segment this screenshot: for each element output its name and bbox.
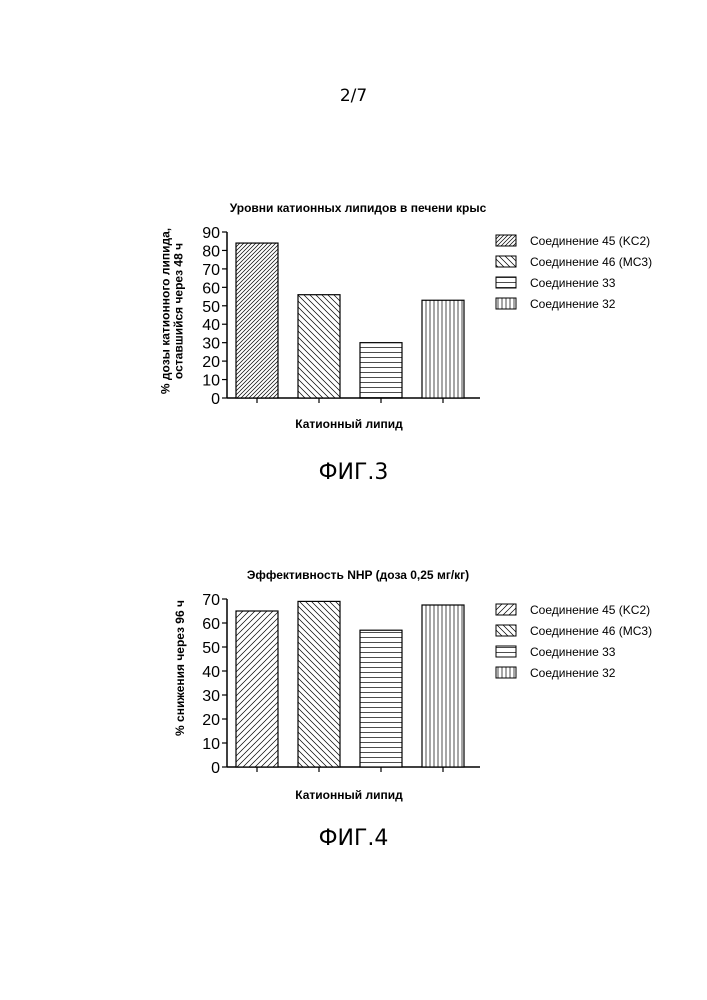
y-tick-label: 0: [211, 391, 220, 408]
legend-label-1: Соединение 45 (KC2): [530, 603, 650, 617]
page-number: 2/7: [0, 86, 707, 106]
legend-label-4: Соединение 32: [530, 666, 616, 680]
chart-fig3: Уровни катионных липидов в печени крыс 01…: [0, 195, 707, 455]
legend-swatch-3: [496, 277, 516, 288]
bar-2: [298, 601, 340, 767]
y-tick-label: 10: [202, 373, 220, 390]
y-tick-label: 50: [202, 640, 220, 657]
bar-4: [422, 605, 464, 767]
y-tick-label: 70: [202, 592, 220, 609]
y-tick-label: 30: [202, 688, 220, 705]
y-tick-label: 60: [202, 616, 220, 633]
figure-caption-fig4: ФИГ.4: [0, 826, 707, 851]
y-axis-label-line: % снижения через 96 ч: [173, 600, 187, 736]
y-tick-label: 10: [202, 736, 220, 753]
legend-swatch-4: [496, 667, 516, 678]
legend-label-4: Соединение 32: [530, 297, 616, 311]
y-axis-label-line: % дозы катионного липида,: [159, 228, 173, 394]
legend-label-2: Соединение 46 (MC3): [530, 255, 652, 269]
y-tick-label: 40: [202, 317, 220, 334]
legend-swatch-1: [496, 604, 516, 615]
y-tick-label: 20: [202, 712, 220, 729]
y-axis-label-line: оставшийся через 48 ч: [172, 243, 186, 379]
legend-label-3: Соединение 33: [530, 276, 616, 290]
y-tick-label: 20: [202, 354, 220, 371]
legend-swatch-3: [496, 646, 516, 657]
y-tick-label: 70: [202, 262, 220, 279]
y-tick-label: 60: [202, 280, 220, 297]
legend-swatch-2: [496, 625, 516, 636]
y-tick-label: 0: [211, 760, 220, 777]
chart-fig4: Эффективность NHP (доза 0,25 мг/кг) 0 10 20…: [0, 560, 707, 800]
bar-3: [360, 630, 402, 767]
y-tick-label: 90: [202, 225, 220, 242]
legend-swatch-2: [496, 256, 516, 267]
bar-3: [360, 343, 402, 398]
bar-1: [236, 611, 278, 767]
figure-caption-fig3: ФИГ.3: [0, 460, 707, 485]
y-tick-label: 50: [202, 299, 220, 316]
bar-2: [298, 295, 340, 398]
y-tick-label: 30: [202, 336, 220, 353]
legend-swatch-4: [496, 298, 516, 309]
y-tick-label: 80: [202, 243, 220, 260]
bar-1: [236, 243, 278, 398]
legend-swatch-1: [496, 235, 516, 246]
y-tick-label: 40: [202, 664, 220, 681]
x-axis-label: Катионный липид: [295, 788, 403, 802]
chart-title: Эффективность NHP (доза 0,25 мг/кг): [247, 568, 469, 582]
legend-label-1: Соединение 45 (KC2): [530, 234, 650, 248]
legend-label-2: Соединение 46 (MC3): [530, 624, 652, 638]
bar-4: [422, 300, 464, 398]
legend-label-3: Соединение 33: [530, 645, 616, 659]
chart-title: Уровни катионных липидов в печени крыс: [230, 201, 487, 215]
x-axis-label: Катионный липид: [295, 417, 403, 431]
